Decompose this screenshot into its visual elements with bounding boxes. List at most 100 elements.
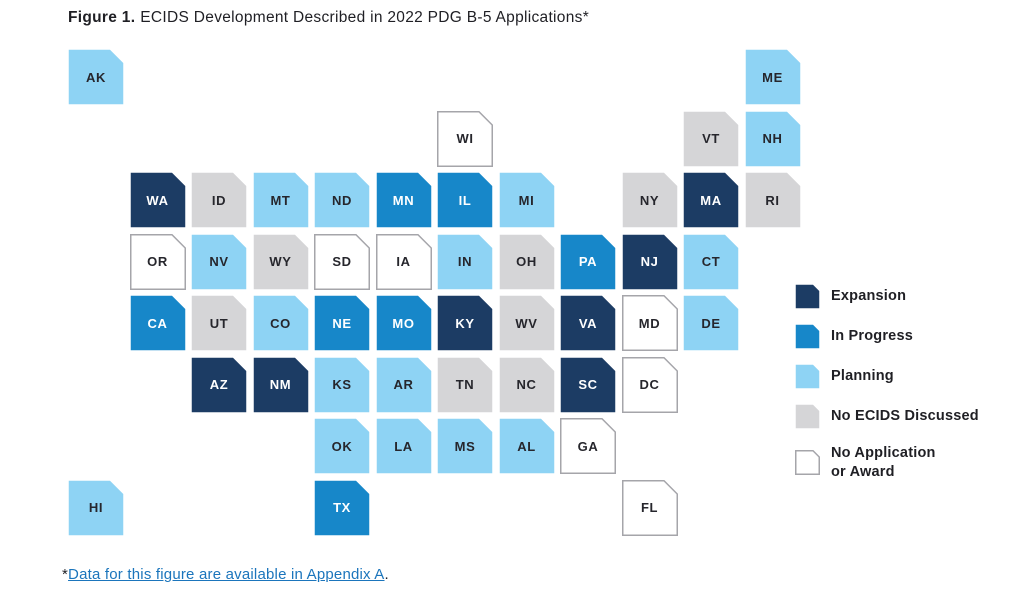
state-label: IA [396,254,411,269]
state-label: NH [762,131,783,146]
state-label: MD [638,315,661,331]
state-tile-in: IN [437,234,493,290]
state-label: AR [393,377,414,392]
state-tile-ga: GA [560,418,616,474]
state-tile-or: OR [129,233,186,290]
state-tile-ky: KY [437,295,493,351]
state-tile-shape [191,234,247,289]
state-tile-shape [191,357,247,412]
state-label: IN [457,254,473,269]
state-tile-shape [683,295,739,351]
state-label: WA [146,192,169,208]
state-tile-ca: CA [130,295,186,351]
state-tile-shape [621,356,678,413]
state-label: AZ [209,377,229,392]
state-tile-nd: ND [314,172,370,228]
legend-label: Planning [831,368,894,385]
state-tile-shape [499,357,554,412]
state-tile-shape [191,172,247,228]
state-tile-shape [621,295,678,351]
state-tile-ma: MA [683,172,739,228]
state-label: MA [700,192,722,208]
state-label: SC [578,377,598,392]
state-label: LA [394,438,413,454]
state-tile-shape [376,172,431,228]
state-tile-shape [499,234,554,289]
state-tile-shape [560,418,616,474]
state-tile-shape [622,234,677,289]
state-tile-wv: WV [499,295,555,351]
state-label: MO [392,315,415,331]
state-label: MS [454,438,476,454]
state-tile-shape [437,357,493,412]
state-tile-co: CO [253,295,309,351]
state-label: TN [455,377,475,392]
state-tile-nv: NV [191,234,247,290]
state-tile-shape [253,295,308,351]
state-tile-shape [683,172,739,228]
state-tile-shape [314,172,370,228]
state-tile-wy: WY [253,234,309,290]
state-tile-shape [499,295,554,351]
state-tile-shape [314,418,370,474]
legend-item-none: No Application or Award [795,444,979,482]
state-label: WV [515,315,538,331]
appendix-link[interactable]: Data for this figure are available in Ap… [68,566,385,583]
state-label: ME [762,69,783,85]
state-tile-va: VA [560,295,616,351]
state-tile-shape [130,295,185,351]
legend-label: In Progress [831,328,913,345]
state-tile-shape [253,357,308,412]
state-tile-shape [683,234,739,289]
state-tile-shape [314,480,370,535]
state-label: HI [88,500,104,515]
state-label: MN [392,192,415,208]
state-tile-ne: NE [314,295,370,351]
state-tile-de: DE [683,295,739,351]
state-tile-nj: NJ [622,234,678,290]
state-tile-shape [375,233,432,290]
figure-caption: ECIDS Development Described in 2022 PDG … [140,9,590,26]
state-label: PA [578,254,598,269]
state-tile-shape [499,418,554,474]
footnote-asterisk: * [62,566,69,583]
tile-grid-map: AK ME WI VT NH WA ID MT ND MN IL MI NY MA RI OR NV WY SD IA… [68,49,801,536]
state-label: NE [332,315,352,331]
state-tile-dc: DC [621,356,678,413]
legend: Expansion In Progress Planning No ECIDS Dis… [795,284,979,497]
figure-label: Figure 1. [68,9,136,26]
state-tile-sc: SC [560,357,616,413]
legend-item-expansion: Expansion [795,284,979,309]
state-tile-pa: PA [560,234,616,290]
state-tile-shape [68,480,124,535]
state-tile-shape [560,234,616,289]
legend-item-no_ecids: No ECIDS Discussed [795,404,979,429]
state-label: MI [518,192,535,208]
state-tile-mi: MI [499,172,555,228]
state-tile-mo: MO [376,295,432,351]
legend-label: No ECIDS Discussed [831,408,979,425]
footnote: *Data for this figure are available in A… [62,566,389,583]
state-label: WY [269,254,292,269]
state-label: OK [331,438,353,454]
state-label: NM [269,377,292,392]
state-tile-la: LA [376,418,432,474]
state-tile-ct: CT [683,234,739,290]
state-tile-ut: UT [191,295,247,351]
state-label: ND [332,192,352,208]
state-label: SD [332,254,352,269]
state-label: MT [270,192,291,208]
legend-swatch-none [795,450,820,476]
state-label: DE [701,315,721,331]
state-tile-al: AL [499,418,555,474]
state-label: KS [332,377,352,392]
state-label: NC [516,377,537,392]
state-label: NJ [640,254,659,269]
state-tile-shape [437,110,493,167]
state-tile-shape [622,172,677,228]
state-tile-nc: NC [499,357,555,413]
state-label: IL [458,192,472,208]
state-tile-md: MD [621,295,678,351]
legend-label: Expansion [831,288,907,305]
state-label: VT [702,131,720,146]
